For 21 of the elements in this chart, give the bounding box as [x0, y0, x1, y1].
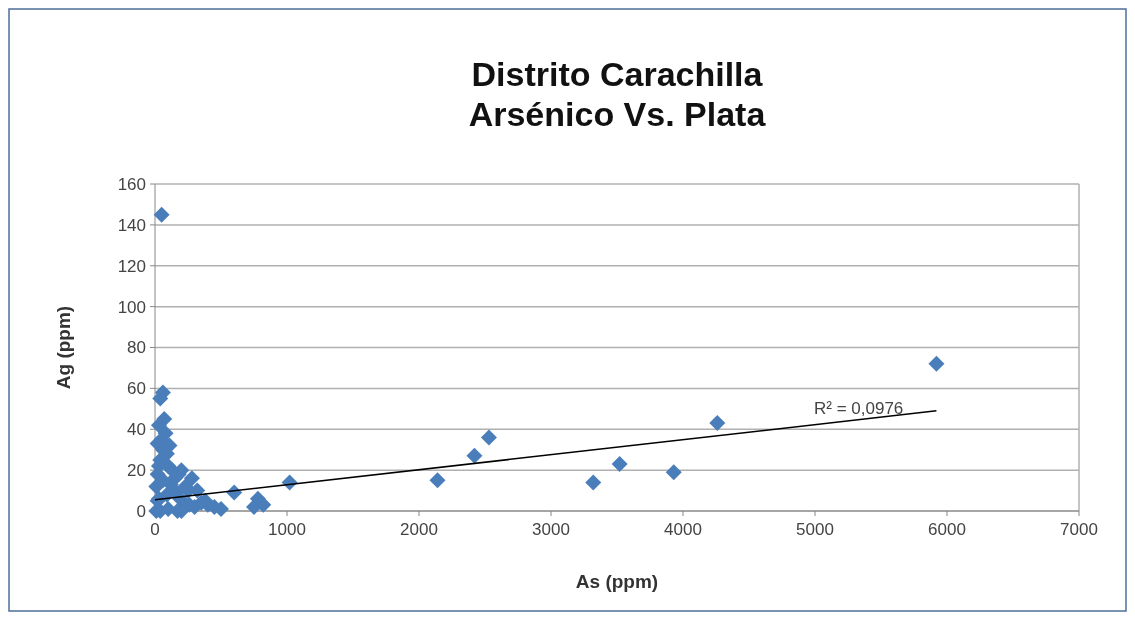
x-tick-label: 6000 — [928, 520, 966, 539]
x-tick-label: 5000 — [796, 520, 834, 539]
y-tick-label: 80 — [127, 338, 146, 358]
y-tick-label: 120 — [117, 256, 146, 276]
y-tick-label: 160 — [117, 174, 146, 194]
y-axis-title: Ag (ppm) — [53, 305, 74, 390]
y-tick-label: 20 — [127, 461, 146, 481]
chart-title: Distrito Carachilla Arsénico Vs. Plata — [468, 55, 767, 133]
x-axis-title: As (ppm) — [575, 571, 659, 592]
x-tick-label: 3000 — [532, 520, 570, 539]
x-tick-label: 7000 — [1060, 520, 1098, 539]
annotation: R² = 0,0976 — [814, 399, 904, 418]
y-tick-label: 60 — [127, 379, 146, 399]
y-tick-label: 100 — [117, 297, 146, 317]
x-tick-label: 1000 — [268, 520, 306, 539]
x-tick-label: 2000 — [400, 520, 438, 539]
y-tick-label: 0 — [136, 501, 146, 521]
x-tick-label: 0 — [150, 520, 160, 539]
y-tick-label: 40 — [127, 420, 146, 440]
y-tick-label: 140 — [117, 215, 146, 235]
x-tick-label: 4000 — [664, 520, 702, 539]
